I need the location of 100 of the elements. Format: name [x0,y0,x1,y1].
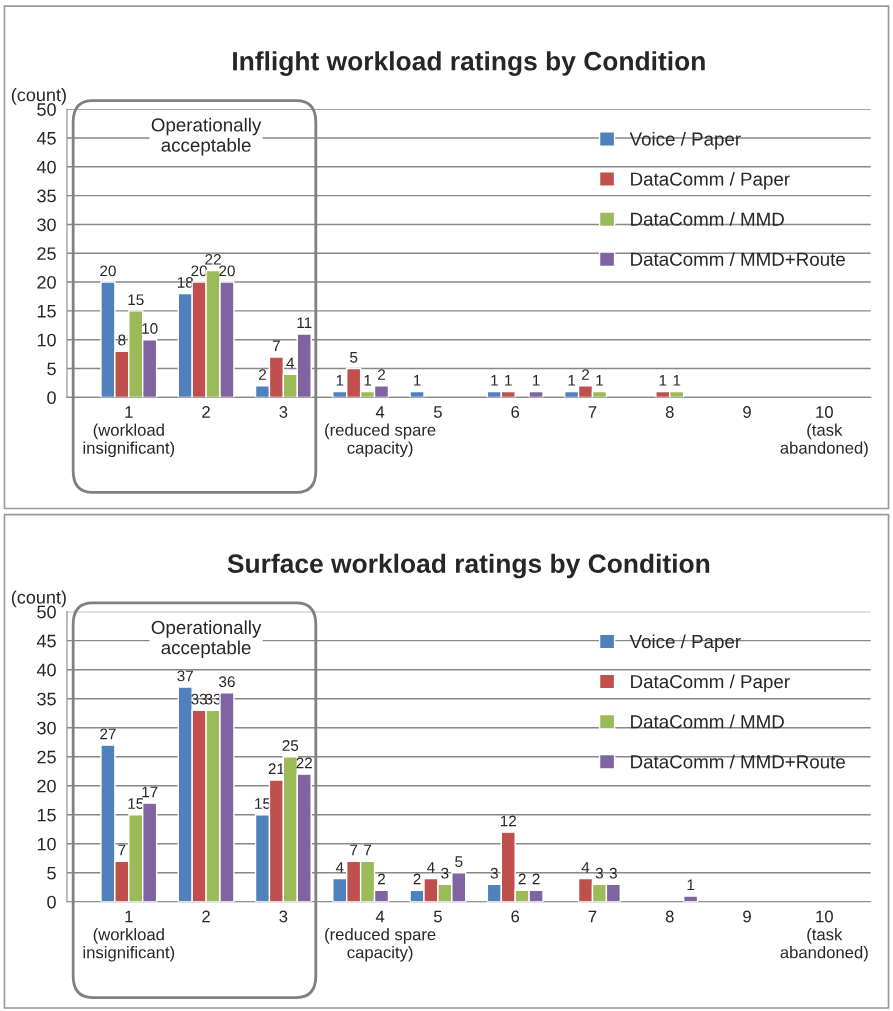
y-axis-title: (count) [11,88,66,105]
bar [409,390,425,398]
data-label: 22 [296,757,312,769]
data-label: 1 [687,879,695,891]
legend-label: Voice / Paper [629,131,741,150]
chart-title: Surface workload ratings by Condition [227,553,710,579]
x-tick-label: 5 [433,910,442,923]
x-tick-label: 1 (workload insignificant) [83,406,175,458]
y-tick-label: 40 [36,663,56,677]
legend-label: DataComm / MMD+Route [631,754,845,769]
legend-label: DataComm / Paper [631,674,790,692]
data-label: 5 [455,856,463,867]
x-tick-label: 7 [588,910,597,923]
data-label: 17 [142,786,158,798]
y-tick-label: 50 [37,103,56,116]
data-label: 3 [609,867,617,879]
y-tick-label: 25 [37,750,56,764]
y-tick-label: 30 [37,218,56,232]
data-label: 2 [582,369,589,380]
x-tick-label: 9 [743,910,751,923]
y-tick-label: 40 [36,160,56,174]
chart-title: Inflight workload ratings by Condition [233,51,705,76]
y-tick-label: 15 [37,808,56,822]
x-tick-label: 10 (task abandoned) [780,910,868,962]
data-label: 2 [378,873,385,885]
x-tick-label: 5 [433,406,442,418]
y-tick-label: 45 [36,132,56,145]
data-label: 20 [219,265,235,277]
data-label: 5 [350,352,358,363]
x-tick-label: 7 [588,406,597,418]
data-label: 1 [659,375,667,386]
y-tick-label: 10 [37,333,56,347]
data-label: 4 [581,862,590,873]
y-tick-label: 5 [47,362,56,376]
data-label: 4 [335,862,344,873]
x-tick-label: 2 [202,406,210,418]
x-tick-label: 8 [665,406,674,418]
data-label: 20 [100,265,116,277]
data-label: 2 [532,873,540,885]
data-label: 1 [568,375,576,386]
x-tick-label: 3 [279,406,288,418]
y-tick-label: 0 [47,895,56,909]
x-tick-label: 9 [743,406,751,418]
x-tick-label: 6 [511,406,520,418]
data-label: 18 [177,276,194,288]
y-tick-label: 0 [47,391,56,405]
bar [528,390,544,398]
x-tick-label: 6 [511,910,520,923]
x-tick-label: 10 (task abandoned) [780,406,868,458]
data-label: 25 [282,740,299,751]
data-label: 10 [142,323,158,334]
data-label: 1 [364,375,372,386]
data-label: 1 [413,375,421,386]
data-label: 27 [100,728,116,740]
data-label: 1 [505,375,512,386]
bar [682,895,699,902]
data-label: 11 [297,317,312,328]
data-label: 22 [205,253,221,265]
data-label: 7 [272,340,280,352]
data-label: 1 [336,375,344,386]
x-tick-label: 3 [279,910,288,923]
data-label: 7 [364,844,372,856]
data-label: 33 [191,693,207,705]
data-label: 12 [500,815,516,827]
data-label: 2 [259,369,266,380]
y-tick-label: 20 [37,779,56,793]
x-tick-label: 1 (workload insignificant) [83,910,175,962]
data-label: 1 [491,375,498,386]
data-label: 3 [441,867,449,879]
data-label: 36 [219,676,235,688]
legend-label: DataComm / MMD [631,714,784,729]
data-label: 1 [673,375,681,386]
data-label: 8 [118,334,126,346]
data-label: 3 [595,867,603,879]
legend-label: DataComm / Paper [631,172,790,190]
y-tick-label: 35 [37,692,56,706]
data-label: 4 [427,862,435,873]
y-tick-label: 20 [37,276,56,289]
y-tick-label: 35 [37,189,56,203]
legend-label: DataComm / MMD+Route [631,252,845,266]
data-label: 37 [177,670,193,682]
y-tick-label: 5 [47,866,56,880]
y-tick-label: 30 [37,721,56,735]
annotation: Operationally acceptable [151,620,262,659]
data-label: 1 [596,375,603,386]
y-tick-label: 15 [37,305,56,318]
data-label: 2 [413,873,421,885]
data-label: 7 [118,844,126,856]
x-tick-label: 2 [202,910,210,923]
data-label: 7 [350,844,358,856]
annotation: Operationally acceptable [151,117,262,156]
y-tick-label: 10 [37,837,56,851]
x-tick-label: 8 [665,910,674,923]
data-label: 2 [378,369,385,380]
data-label: 2 [518,873,526,885]
data-label: 1 [532,375,540,386]
legend-label: Voice / Paper [629,634,741,652]
data-label: 21 [268,763,285,774]
data-label: 15 [128,294,144,306]
y-tick-label: 25 [37,247,56,260]
